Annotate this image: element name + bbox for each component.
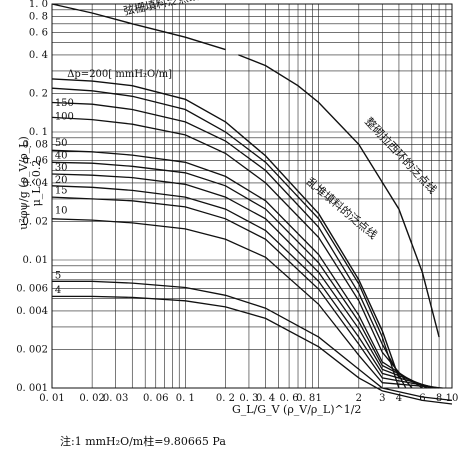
x-tick-label: 0. 03: [103, 393, 128, 404]
x-tick-label: 0. 6: [280, 393, 299, 404]
x-tick-label: 3: [379, 393, 385, 404]
y-axis-label: u²φψ/g (ρ_V/ρ_L) μ_L^0.2: [17, 136, 43, 230]
grid: [51, 3, 453, 389]
curve-label: 5: [55, 270, 61, 281]
x-axis-label: G_L/G_V (ρ_V/ρ_L)^1/2: [232, 403, 362, 416]
curve-label: 40: [55, 151, 68, 162]
curve-label: Δp=200[ mmH₂O/m]: [67, 69, 172, 80]
curve-label: 50: [55, 138, 68, 149]
series-line: [51, 218, 443, 389]
x-tick-label: 0. 4: [256, 393, 275, 404]
curve-label: 4: [55, 285, 61, 296]
x-tick-label: 0. 02: [79, 393, 104, 404]
series-line: [52, 295, 453, 405]
series-line: [51, 149, 423, 389]
series-line: [51, 161, 428, 389]
x-tick-label: 0. 1: [176, 393, 195, 404]
y-tick-label: 0. 04: [23, 178, 48, 189]
x-tick-label: 1: [315, 393, 321, 404]
x-tick-label: 0. 8: [296, 393, 315, 404]
y-tick-label: 0. 8: [29, 11, 48, 22]
series-line: [51, 101, 407, 389]
series-line: [51, 185, 436, 389]
x-tick-label: 0. 3: [239, 393, 258, 404]
y-tick-label: 0. 06: [23, 155, 48, 166]
y-tick-label: 0. 2: [29, 88, 48, 99]
series-line: [51, 173, 432, 389]
series-line: [52, 280, 453, 402]
series-line: [51, 87, 400, 389]
y-tick-label: 0. 002: [16, 344, 48, 355]
series-line: [51, 116, 413, 389]
footnote: 注:1 mmH₂O/m柱=9.80665 Pa: [60, 435, 226, 448]
y-tick-label: 0. 4: [29, 50, 48, 61]
boundary-label: 乱堆填料的泛点线: [304, 175, 380, 242]
y-tick-label: 0. 001: [16, 383, 48, 394]
boundary-line: [51, 78, 400, 379]
boundary-label: 弦栅填料泛点线: [122, 0, 200, 18]
x-tick-label: 10: [446, 393, 459, 404]
y-tick-label: 0. 006: [16, 283, 48, 294]
x-tick-label: 2: [356, 393, 362, 404]
series-lines: [51, 3, 453, 405]
curve-label: 30: [55, 163, 68, 174]
x-tick-label: 0. 01: [39, 393, 64, 404]
y-tick-label: 0. 1: [29, 127, 48, 138]
y-tick-label: 0. 6: [29, 27, 48, 38]
curve-label: 150: [55, 98, 74, 109]
boundary-line: [238, 54, 440, 338]
boundary-line: [51, 3, 226, 51]
y-tick-label: 0. 08: [23, 139, 48, 150]
x-tick-label: 0. 2: [216, 393, 235, 404]
y-tick-label: 1. 0: [29, 0, 48, 10]
boundary-label: 整砌拉西环的泛点线: [362, 114, 440, 196]
curve-label: 20: [55, 175, 68, 186]
x-tick-label: 0. 06: [143, 393, 168, 404]
curve-label: 15: [55, 186, 68, 197]
y-tick-label: 0. 01: [23, 255, 48, 266]
x-tick-label: 4: [396, 393, 402, 404]
plot-frame: [51, 3, 453, 389]
x-tick-label: 6: [419, 393, 425, 404]
curve-label: 10: [55, 206, 68, 217]
series-line: [51, 196, 440, 389]
axes: 0. 01 0. 020. 03 0. 06 0. 1 0. 2 0. 30. 4 0. 6…: [16, 0, 458, 404]
curve-label: 100: [55, 112, 74, 123]
y-tick-label: 0. 02: [23, 216, 48, 227]
y-tick-label: 0. 004: [16, 306, 48, 317]
